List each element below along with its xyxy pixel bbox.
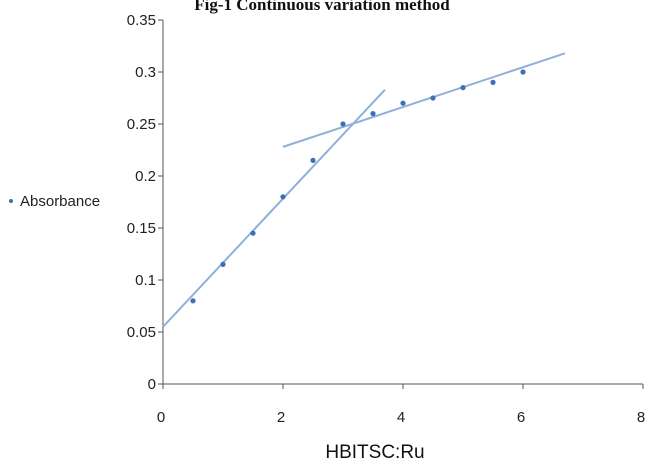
data-point [340, 121, 346, 127]
x-tick-label: 4 [397, 409, 405, 426]
trendline-2 [282, 52, 566, 148]
y-tick-label: 0 [148, 376, 156, 393]
data-point [370, 111, 376, 117]
data-point [520, 69, 526, 75]
x-tick-label: 0 [157, 409, 165, 426]
y-tick-labels: 0 0.05 0.1 0.15 0.2 0.25 0.3 0.35 [127, 12, 163, 393]
data-point [490, 79, 496, 85]
legend-marker [9, 199, 13, 203]
y-tick-label: 0.25 [127, 116, 156, 133]
y-tick-label: 0.15 [127, 220, 156, 237]
x-tick-label: 6 [517, 409, 525, 426]
data-point [430, 95, 436, 101]
legend-label: Absorbance [20, 193, 100, 210]
data-point [400, 100, 406, 106]
trendlines [162, 52, 566, 328]
x-tick-label: 8 [637, 409, 645, 426]
data-points [190, 69, 526, 304]
y-tick-label: 0.05 [127, 324, 156, 341]
chart-title: Fig-1 Continuous variation method [194, 0, 450, 14]
y-tick-label: 0.2 [135, 168, 156, 185]
y-tick-label: 0.3 [135, 64, 156, 81]
trendline-1 [162, 88, 386, 328]
data-point [190, 298, 196, 304]
legend: Absorbance [9, 193, 100, 210]
data-point [310, 157, 316, 163]
data-point [220, 261, 226, 267]
data-point [460, 85, 466, 91]
y-tick-label: 0.35 [127, 12, 156, 29]
x-tick-label: 2 [277, 409, 285, 426]
x-tick-labels: 0 2 4 6 8 [157, 384, 645, 426]
data-point [280, 194, 286, 200]
data-point [250, 230, 256, 236]
x-axis-label: HBITSC:Ru [325, 442, 424, 463]
y-tick-label: 0.1 [135, 272, 156, 289]
axes [162, 20, 643, 385]
